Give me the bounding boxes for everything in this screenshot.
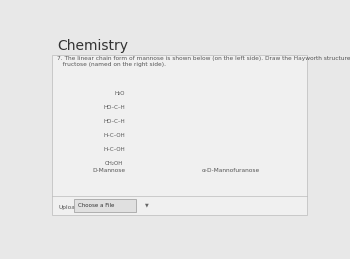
FancyBboxPatch shape — [52, 55, 307, 214]
Text: Choose a File: Choose a File — [78, 203, 114, 207]
Text: H₂O: H₂O — [114, 91, 125, 96]
Text: CH₂OH: CH₂OH — [105, 161, 124, 166]
Text: H–C–OH: H–C–OH — [103, 133, 125, 138]
Text: H–C–OH: H–C–OH — [103, 147, 125, 152]
Text: Chemistry: Chemistry — [57, 39, 128, 53]
Text: ▼: ▼ — [146, 203, 149, 207]
FancyBboxPatch shape — [74, 199, 136, 212]
Text: Upload: Upload — [59, 205, 79, 210]
Text: α-D-Mannofuranose: α-D-Mannofuranose — [202, 168, 260, 173]
Text: HO–C–H: HO–C–H — [103, 119, 125, 124]
Text: HO–C–H: HO–C–H — [103, 105, 125, 110]
Text: 7. The linear chain form of mannose is shown below (on the left side). Draw the : 7. The linear chain form of mannose is s… — [57, 56, 350, 61]
Text: D-Mannose: D-Mannose — [92, 168, 125, 173]
Text: fructose (named on the right side).: fructose (named on the right side). — [57, 62, 166, 67]
